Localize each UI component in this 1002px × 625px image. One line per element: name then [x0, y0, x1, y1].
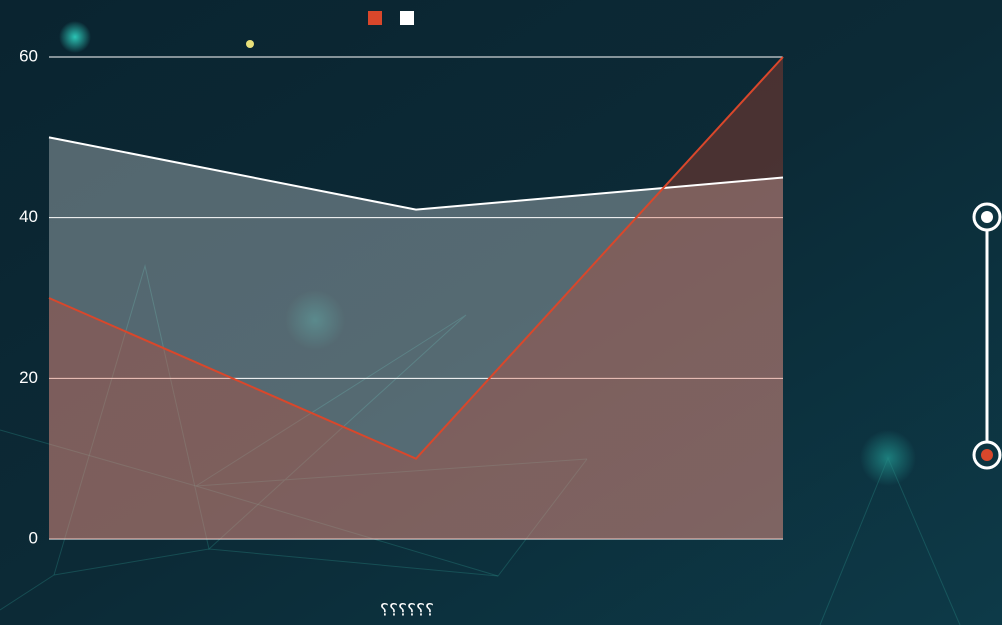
- y-tick-label: 0: [29, 528, 38, 547]
- legend-swatch: [400, 11, 414, 25]
- slider-handle-dot: [981, 449, 993, 461]
- y-tick-label: 20: [19, 368, 38, 387]
- slider-handle-dot: [981, 211, 993, 223]
- chart: 0 20 40 60 ؟؟؟؟؟؟: [0, 0, 1002, 625]
- legend-swatch: [368, 11, 382, 25]
- y-tick-label: 60: [19, 46, 38, 65]
- x-axis-label: ؟؟؟؟؟؟: [380, 600, 434, 619]
- y-tick-label: 40: [19, 207, 38, 226]
